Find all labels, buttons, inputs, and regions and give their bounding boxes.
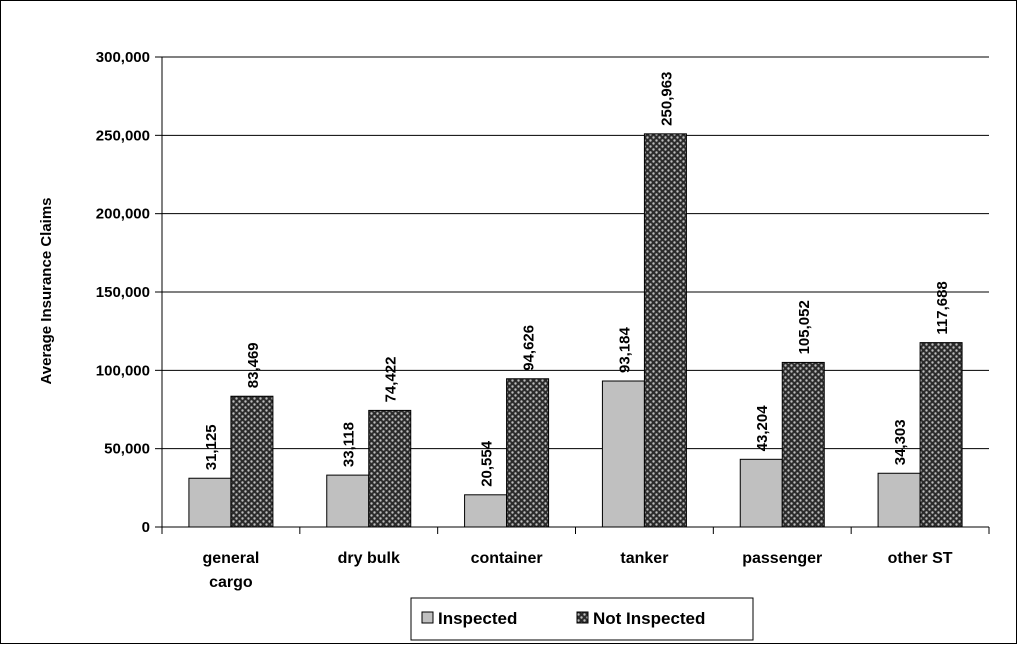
y-tick-label: 250,000 [96, 127, 150, 144]
y-tick-label: 200,000 [96, 206, 150, 223]
bar-inspected [739, 458, 783, 528]
data-label: 74,422 [383, 357, 400, 403]
bar-not-inspected [643, 133, 687, 528]
data-label: 20,554 [479, 440, 496, 487]
gridlines [162, 56, 989, 450]
bar-inspected [601, 380, 645, 528]
y-tick-label: 150,000 [96, 284, 150, 301]
bar-inspected [877, 472, 921, 528]
bar-not-inspected [368, 409, 412, 528]
legend-swatch-not-inspected [576, 611, 589, 624]
data-label: 43,204 [754, 405, 771, 452]
x-category-label: container [471, 550, 543, 567]
x-category-label: dry bulk [338, 550, 400, 567]
bar-not-inspected [506, 378, 550, 528]
bar-not-inspected [781, 361, 825, 528]
x-category-label: passenger [742, 550, 822, 567]
legend-label-inspected: Inspected [438, 609, 517, 628]
data-label: 31,125 [203, 424, 220, 470]
y-axis-label: Average Insurance Claims [38, 197, 55, 384]
bars [188, 133, 963, 528]
bar-inspected [464, 494, 508, 528]
y-tick-label: 50,000 [104, 441, 150, 458]
data-label: 94,626 [521, 325, 538, 371]
y-tick-label: 100,000 [96, 362, 150, 379]
x-category-label: general [202, 550, 259, 567]
data-label: 83,469 [245, 342, 262, 388]
x-category-label: tanker [620, 550, 668, 567]
data-label: 105,052 [796, 300, 813, 354]
legend-label-not-inspected: Not Inspected [593, 609, 705, 628]
data-label: 93,184 [616, 326, 633, 373]
axes [155, 56, 990, 534]
bar-not-inspected [919, 342, 963, 528]
legend-swatch-inspected [421, 611, 434, 624]
legend: Inspected Not Inspected [410, 597, 754, 641]
data-label: 34,303 [892, 419, 909, 465]
x-category-label: other ST [888, 550, 953, 567]
data-label: 33,118 [341, 422, 358, 467]
data-label: 117,688 [934, 281, 951, 334]
data-labels: 0 50,000 100,000 150,000 200,000 250,000 300,0… [96, 49, 953, 591]
y-tick-label: 300,000 [96, 49, 150, 66]
bar-inspected [188, 477, 232, 528]
y-tick-label: 0 [142, 519, 150, 536]
x-category-label: cargo [209, 574, 253, 591]
data-label: 250,963 [658, 72, 675, 126]
bar-not-inspected [230, 395, 274, 528]
bar-inspected [326, 474, 370, 528]
